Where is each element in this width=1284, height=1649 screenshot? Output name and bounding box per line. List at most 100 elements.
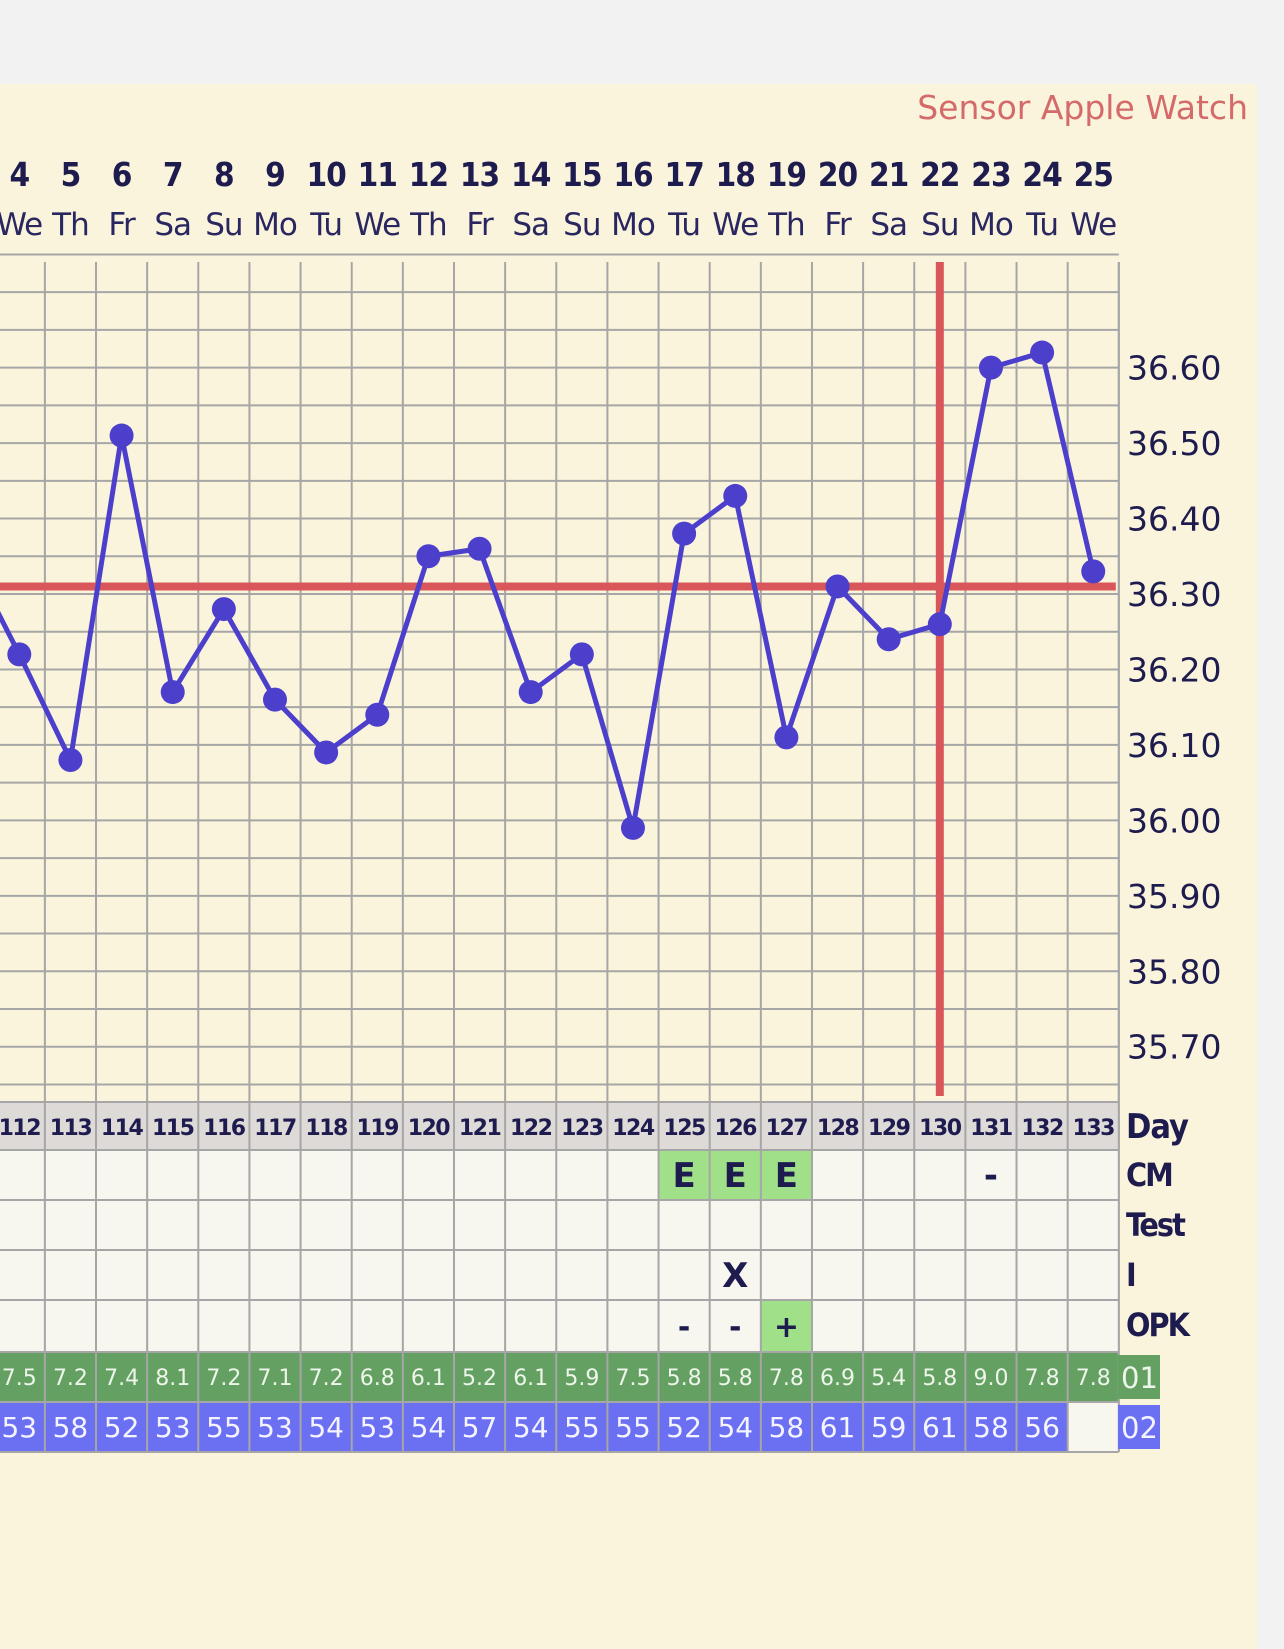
y-tick-label: 36.20 xyxy=(1127,650,1221,689)
o1-cell-bg xyxy=(658,1352,710,1402)
temperature-point xyxy=(927,612,952,637)
cycle-day-label: 121 xyxy=(459,1116,501,1141)
temperature-point xyxy=(723,483,748,508)
o1-cell-bg xyxy=(351,1352,403,1402)
o2-cell-bg xyxy=(96,1402,148,1452)
temperature-point xyxy=(620,815,645,840)
o2-cell-bg xyxy=(402,1402,454,1452)
o1-cell-bg xyxy=(300,1352,352,1402)
o2-cell-bg xyxy=(198,1402,250,1452)
o2-cell-bg xyxy=(1016,1402,1068,1452)
o2-cell-bg xyxy=(44,1402,97,1452)
temperature-point xyxy=(416,544,441,569)
o2-value: 59 xyxy=(871,1411,907,1444)
o1-value: 7.8 xyxy=(1025,1366,1060,1391)
o2-value: 54 xyxy=(513,1411,549,1444)
temperature-point xyxy=(1081,559,1106,584)
cycle-day-label: 123 xyxy=(561,1116,603,1141)
opk-value: - xyxy=(678,1310,690,1345)
date-label: 15 xyxy=(562,155,601,194)
date-label: 19 xyxy=(767,155,806,194)
weekday-label: Tu xyxy=(309,207,342,243)
row-label-i: I xyxy=(1126,1256,1137,1294)
o1-value: 5.4 xyxy=(871,1366,906,1391)
weekday-label: Mo xyxy=(611,207,655,243)
o1-value: 7.2 xyxy=(53,1366,88,1391)
temperature-point xyxy=(314,740,339,765)
date-label: 13 xyxy=(460,155,499,194)
weekday-label: We xyxy=(1070,207,1116,243)
weekday-label: Th xyxy=(767,207,805,243)
o2-cell-bg xyxy=(658,1402,710,1452)
date-label: 16 xyxy=(613,155,653,194)
cm-highlight xyxy=(658,1150,710,1200)
temperature-point xyxy=(876,627,901,652)
o1-cell-bg xyxy=(249,1352,301,1402)
chart-panel: 4 5 6 7 8 9 10 11 12 13 14 15 16 17 18 19 20 21 22 23 24 25 We… xyxy=(0,84,1257,1649)
cycle-day-label: 116 xyxy=(203,1116,246,1141)
date-label: 24 xyxy=(1022,155,1062,194)
row-label-o1-bg xyxy=(1118,1355,1160,1399)
o2-value: 53 xyxy=(155,1411,191,1444)
date-label: 7 xyxy=(163,155,183,194)
weekday-label: Mo xyxy=(969,207,1013,243)
o2-cell-bg xyxy=(709,1402,761,1452)
temperature-point xyxy=(211,597,236,622)
o2-cell-bg xyxy=(0,1402,45,1452)
date-label: 4 xyxy=(9,155,29,194)
o2-cell-bg xyxy=(300,1402,352,1452)
temperature-point xyxy=(263,687,287,712)
temperature-point xyxy=(467,536,492,561)
date-label: 6 xyxy=(112,155,132,194)
row-label-test: Test xyxy=(1126,1206,1186,1244)
o1-value: 6.1 xyxy=(513,1366,548,1391)
o1-cell-bg xyxy=(198,1352,250,1402)
row-label-cm: CM xyxy=(1126,1156,1172,1194)
o1-value: 5.9 xyxy=(564,1366,599,1391)
row-label-o2: 02 xyxy=(1121,1411,1158,1445)
y-tick-label: 36.30 xyxy=(1127,575,1221,614)
i-value: X xyxy=(722,1256,748,1296)
o2-cell-bg xyxy=(556,1402,608,1452)
o1-value: 7.2 xyxy=(206,1366,241,1391)
y-tick-label: 36.10 xyxy=(1127,726,1221,765)
temperature-point xyxy=(58,748,83,772)
o1-value: 5.8 xyxy=(718,1366,753,1391)
cm-value: E xyxy=(775,1156,798,1196)
y-tick-label: 35.80 xyxy=(1127,952,1221,991)
o2-value: 61 xyxy=(922,1411,958,1444)
o2-value: 55 xyxy=(615,1411,651,1444)
cycle-day-label: 113 xyxy=(50,1116,92,1141)
weekday-label: Sa xyxy=(870,207,907,243)
o1-cell-bg xyxy=(505,1352,557,1402)
o1-cell-bg xyxy=(965,1352,1017,1402)
y-tick-label: 35.70 xyxy=(1127,1028,1221,1067)
cycle-day-label: 120 xyxy=(408,1116,451,1141)
weekday-label: Th xyxy=(51,207,89,243)
o1-value: 6.9 xyxy=(820,1366,855,1391)
o2-cell-bg xyxy=(965,1402,1017,1452)
o2-value: 55 xyxy=(206,1411,242,1444)
o2-value: 52 xyxy=(104,1411,140,1444)
weekday-label: Su xyxy=(921,207,958,243)
o1-cell-bg xyxy=(760,1352,812,1402)
row-label-opk: OPK xyxy=(1126,1306,1192,1344)
o2-value: 53 xyxy=(257,1411,293,1444)
o1-value: 6.8 xyxy=(360,1366,395,1391)
o2-cell-bg xyxy=(811,1402,864,1452)
o1-cell-bg xyxy=(453,1352,506,1402)
weekday-label: We xyxy=(0,207,42,243)
sensor-label: Sensor Apple Watch xyxy=(917,88,1248,127)
cycle-day-label: 117 xyxy=(254,1116,296,1141)
date-label: 23 xyxy=(971,155,1010,194)
o1-value: 7.8 xyxy=(1076,1366,1111,1391)
o1-cell-bg xyxy=(96,1352,148,1402)
cycle-day-label: 128 xyxy=(817,1116,859,1141)
o2-cell-bg xyxy=(914,1402,966,1452)
date-label: 5 xyxy=(61,155,81,194)
weekday-label: Fr xyxy=(108,207,136,243)
temperature-point xyxy=(672,521,697,546)
opk-value: + xyxy=(774,1310,799,1345)
date-label: 8 xyxy=(214,155,234,194)
o1-value: 6.1 xyxy=(411,1366,446,1391)
